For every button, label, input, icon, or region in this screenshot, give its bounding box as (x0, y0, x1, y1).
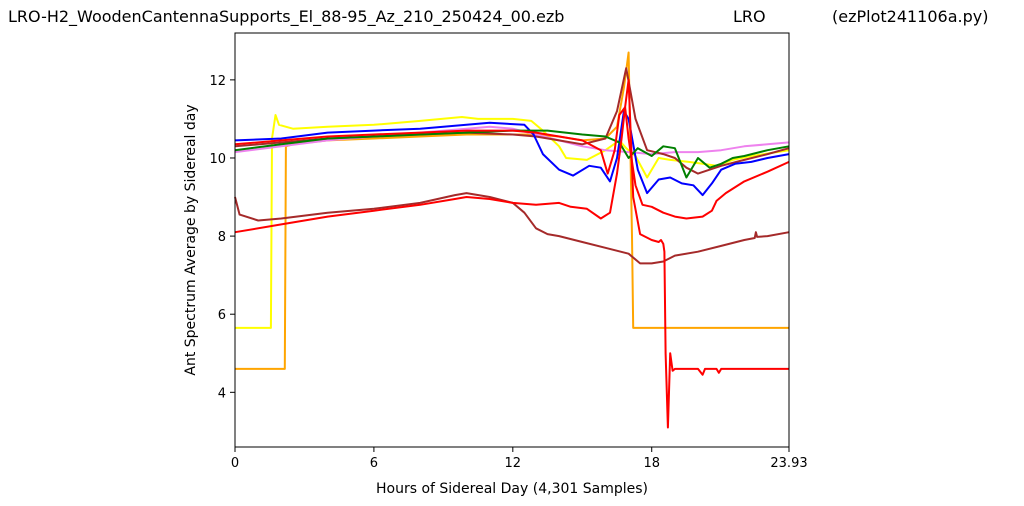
series-line-9 (234, 106, 790, 220)
tick-layer: 0 6 12 18 23.93 4 6 8 10 12 (209, 74, 807, 471)
x-tick-label: 18 (643, 456, 660, 471)
series-line-7 (234, 192, 790, 265)
y-tick-label: 6 (218, 308, 226, 323)
x-tick-label: 6 (370, 456, 378, 471)
series-line-6 (234, 129, 790, 179)
series-line-5 (234, 110, 790, 197)
series-line-1 (235, 114, 790, 329)
x-axis-title: Hours of Sidereal Day (4,301 Samples) (376, 481, 648, 497)
series-layer (234, 51, 790, 429)
x-tick-label: 12 (505, 456, 522, 471)
series-line-4 (234, 67, 790, 175)
x-tick-label: 0 (231, 456, 239, 471)
series-line-8 (234, 78, 789, 429)
plot-frame (234, 32, 790, 448)
y-axis-title: Ant Spectrum Average by Sidereal day (183, 104, 199, 375)
y-tick-label: 4 (218, 386, 226, 401)
program-title: (ezPlot241106a.py) (832, 7, 989, 26)
y-tick-label: 10 (209, 152, 226, 167)
site-title: LRO (733, 7, 766, 26)
series-line-2 (235, 51, 789, 370)
y-tick-label: 8 (218, 230, 226, 245)
file-title: LRO-H2_WoodenCantennaSupports_El_88-95_A… (8, 7, 565, 26)
y-tick-label: 12 (209, 74, 226, 89)
x-tick-label: 23.93 (770, 456, 807, 471)
